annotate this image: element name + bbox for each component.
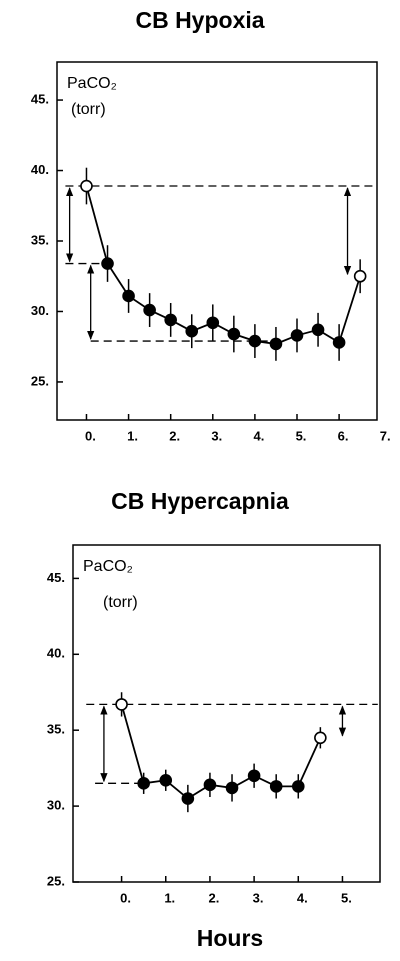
data-point xyxy=(291,780,305,793)
x-tick-label: 7. xyxy=(380,428,391,443)
x-axis-label: Hours xyxy=(197,925,263,951)
panel-title: CB Hypoxia xyxy=(135,7,264,33)
data-point xyxy=(269,337,283,351)
data-point xyxy=(185,324,199,338)
x-tick-label: 5. xyxy=(341,890,352,905)
y-tick-label: 40. xyxy=(31,162,49,177)
y-tick-label: 25. xyxy=(47,873,65,888)
data-point xyxy=(115,698,128,711)
y-tick-label: 35. xyxy=(31,232,49,247)
x-tick-label: 3. xyxy=(253,890,264,905)
panel-title: CB Hypercapnia xyxy=(111,488,289,514)
series-line xyxy=(120,704,322,800)
data-point xyxy=(247,769,261,783)
data-point xyxy=(164,313,177,327)
y-tick-label: 45. xyxy=(47,570,65,585)
y-axis-unit: (torr) xyxy=(103,594,138,611)
y-tick-label: 40. xyxy=(47,646,65,661)
data-point xyxy=(227,327,241,341)
data-point xyxy=(181,792,195,805)
data-point xyxy=(332,336,346,349)
plot-frame xyxy=(72,544,381,883)
data-point xyxy=(290,329,304,342)
x-tick-label: 5. xyxy=(296,428,307,443)
data-point xyxy=(206,316,220,330)
y-tick-label: 45. xyxy=(31,91,49,106)
x-tick-label: 4. xyxy=(297,890,308,905)
y-tick-label: 30. xyxy=(47,798,65,813)
y-axis-unit: (torr) xyxy=(71,101,106,118)
data-point xyxy=(159,773,173,787)
y-tick-label: 30. xyxy=(31,303,49,318)
data-point xyxy=(353,269,367,283)
x-tick-label: 3. xyxy=(211,428,222,443)
x-tick-label: 0. xyxy=(85,428,96,443)
x-tick-label: 2. xyxy=(209,890,220,905)
y-axis-label: PaCO₂ xyxy=(67,75,117,92)
x-tick-label: 1. xyxy=(127,428,138,443)
y-tick-label: 25. xyxy=(31,373,49,388)
x-tick-label: 6. xyxy=(338,428,349,443)
data-point xyxy=(137,777,150,790)
data-point xyxy=(225,781,239,795)
y-axis-label: PaCO₂ xyxy=(83,558,133,575)
x-tick-label: 4. xyxy=(253,428,264,443)
data-point xyxy=(122,289,135,303)
data-point xyxy=(203,778,217,792)
series-line xyxy=(85,185,362,345)
y-tick-label: 35. xyxy=(47,722,65,737)
x-tick-label: 1. xyxy=(164,890,175,905)
data-point xyxy=(314,731,327,745)
x-tick-label: 2. xyxy=(169,428,180,443)
data-point xyxy=(80,179,93,193)
data-point xyxy=(269,780,283,793)
data-point xyxy=(143,303,156,317)
data-point xyxy=(248,334,262,348)
x-tick-label: 0. xyxy=(120,890,131,905)
data-point xyxy=(101,257,114,270)
data-point xyxy=(311,323,325,337)
